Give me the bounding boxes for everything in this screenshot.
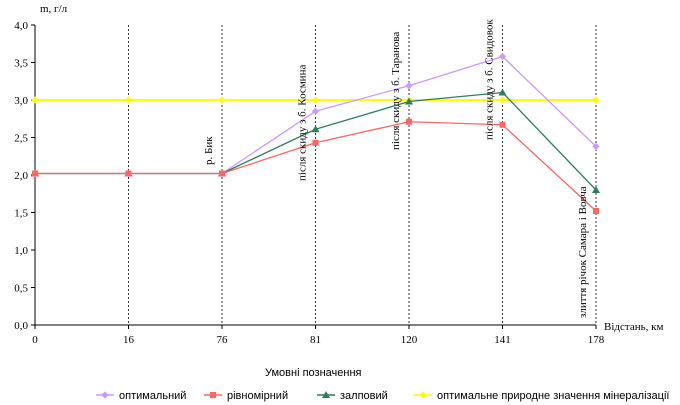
legend-marker [210, 392, 216, 398]
legend-marker [322, 391, 330, 398]
data-point [592, 96, 600, 104]
legend-label: оптимальний [119, 390, 186, 402]
annotation-label: після скиду з б. Свидовок [484, 19, 496, 140]
data-point [405, 82, 413, 90]
y-tick-label: 4,0 [14, 20, 28, 32]
data-point [498, 52, 507, 61]
x-tick-label: 16 [123, 334, 135, 346]
axes [31, 24, 597, 329]
legend-item: оптимальне природне значення мінералізац… [414, 390, 669, 402]
y-tick-label: 1,0 [14, 245, 28, 257]
x-tick-label: 120 [401, 334, 418, 346]
legend-marker [101, 391, 109, 399]
data-point [124, 96, 133, 104]
legend-label: рівномірний [227, 390, 288, 402]
legend-item: оптимальний [96, 390, 186, 402]
data-point [218, 96, 226, 104]
data-point [498, 88, 507, 96]
legend-item: залповий [317, 390, 388, 402]
annotation-label: після скиду з б. Таранова [390, 32, 402, 150]
legend-title: Умовні позначення [265, 367, 362, 379]
legend: оптимальний рівномірний залповий оптимальне… [96, 390, 669, 402]
data-point [499, 121, 506, 128]
data-point [125, 170, 132, 177]
x-tick-label: 178 [588, 334, 605, 346]
data-point [592, 186, 600, 193]
y-tick-label: 3,5 [14, 58, 28, 70]
legend-label: залповий [340, 390, 388, 402]
data-point [311, 125, 320, 133]
x-tick-label: 76 [217, 334, 229, 346]
x-axis-title: Відстань, км [604, 321, 663, 333]
y-tick-label: 0,5 [14, 283, 28, 295]
annotation-label: злиття річок Самара і Вовча [577, 186, 589, 318]
data-point [406, 118, 412, 125]
x-tick-label: 81 [310, 334, 321, 346]
y-tick-label: 2,5 [14, 133, 28, 145]
y-axis-title: m, г/л [40, 3, 68, 15]
legend-label: оптимальне природне значення мінералізац… [437, 390, 669, 402]
annotation-label: р. Бик [203, 136, 215, 165]
y-tick-label: 2,0 [14, 170, 28, 182]
data-point [32, 170, 38, 177]
data-point [31, 96, 39, 104]
legend-marker [419, 391, 427, 399]
data-point [593, 208, 599, 214]
y-tick-label: 3,0 [14, 95, 28, 107]
data-point [311, 107, 320, 115]
y-tick-label: 1,5 [14, 208, 28, 220]
x-tick-label: 0 [32, 334, 38, 346]
data-point [311, 96, 320, 104]
legend-item: рівномірний [204, 390, 288, 402]
data-point [498, 96, 507, 104]
data-point [219, 170, 225, 177]
y-tick-labels: 0,0 0,5 1,0 1,5 2,0 2,5 3,0 3,5 4,0 [14, 20, 28, 332]
data-point [405, 97, 413, 105]
data-point [312, 139, 319, 146]
grid-lines [128, 25, 597, 325]
annotation-label: після скиду з б. Космина [297, 65, 309, 181]
annotations: р. Бик після скиду з б. Космина після скид… [203, 19, 589, 318]
data-point [592, 142, 600, 151]
x-tick-labels: 0 16 76 81 120 141 178 [32, 334, 605, 346]
series-group [31, 52, 600, 214]
x-tick-label: 141 [494, 334, 511, 346]
y-tick-label: 0,0 [14, 320, 28, 332]
